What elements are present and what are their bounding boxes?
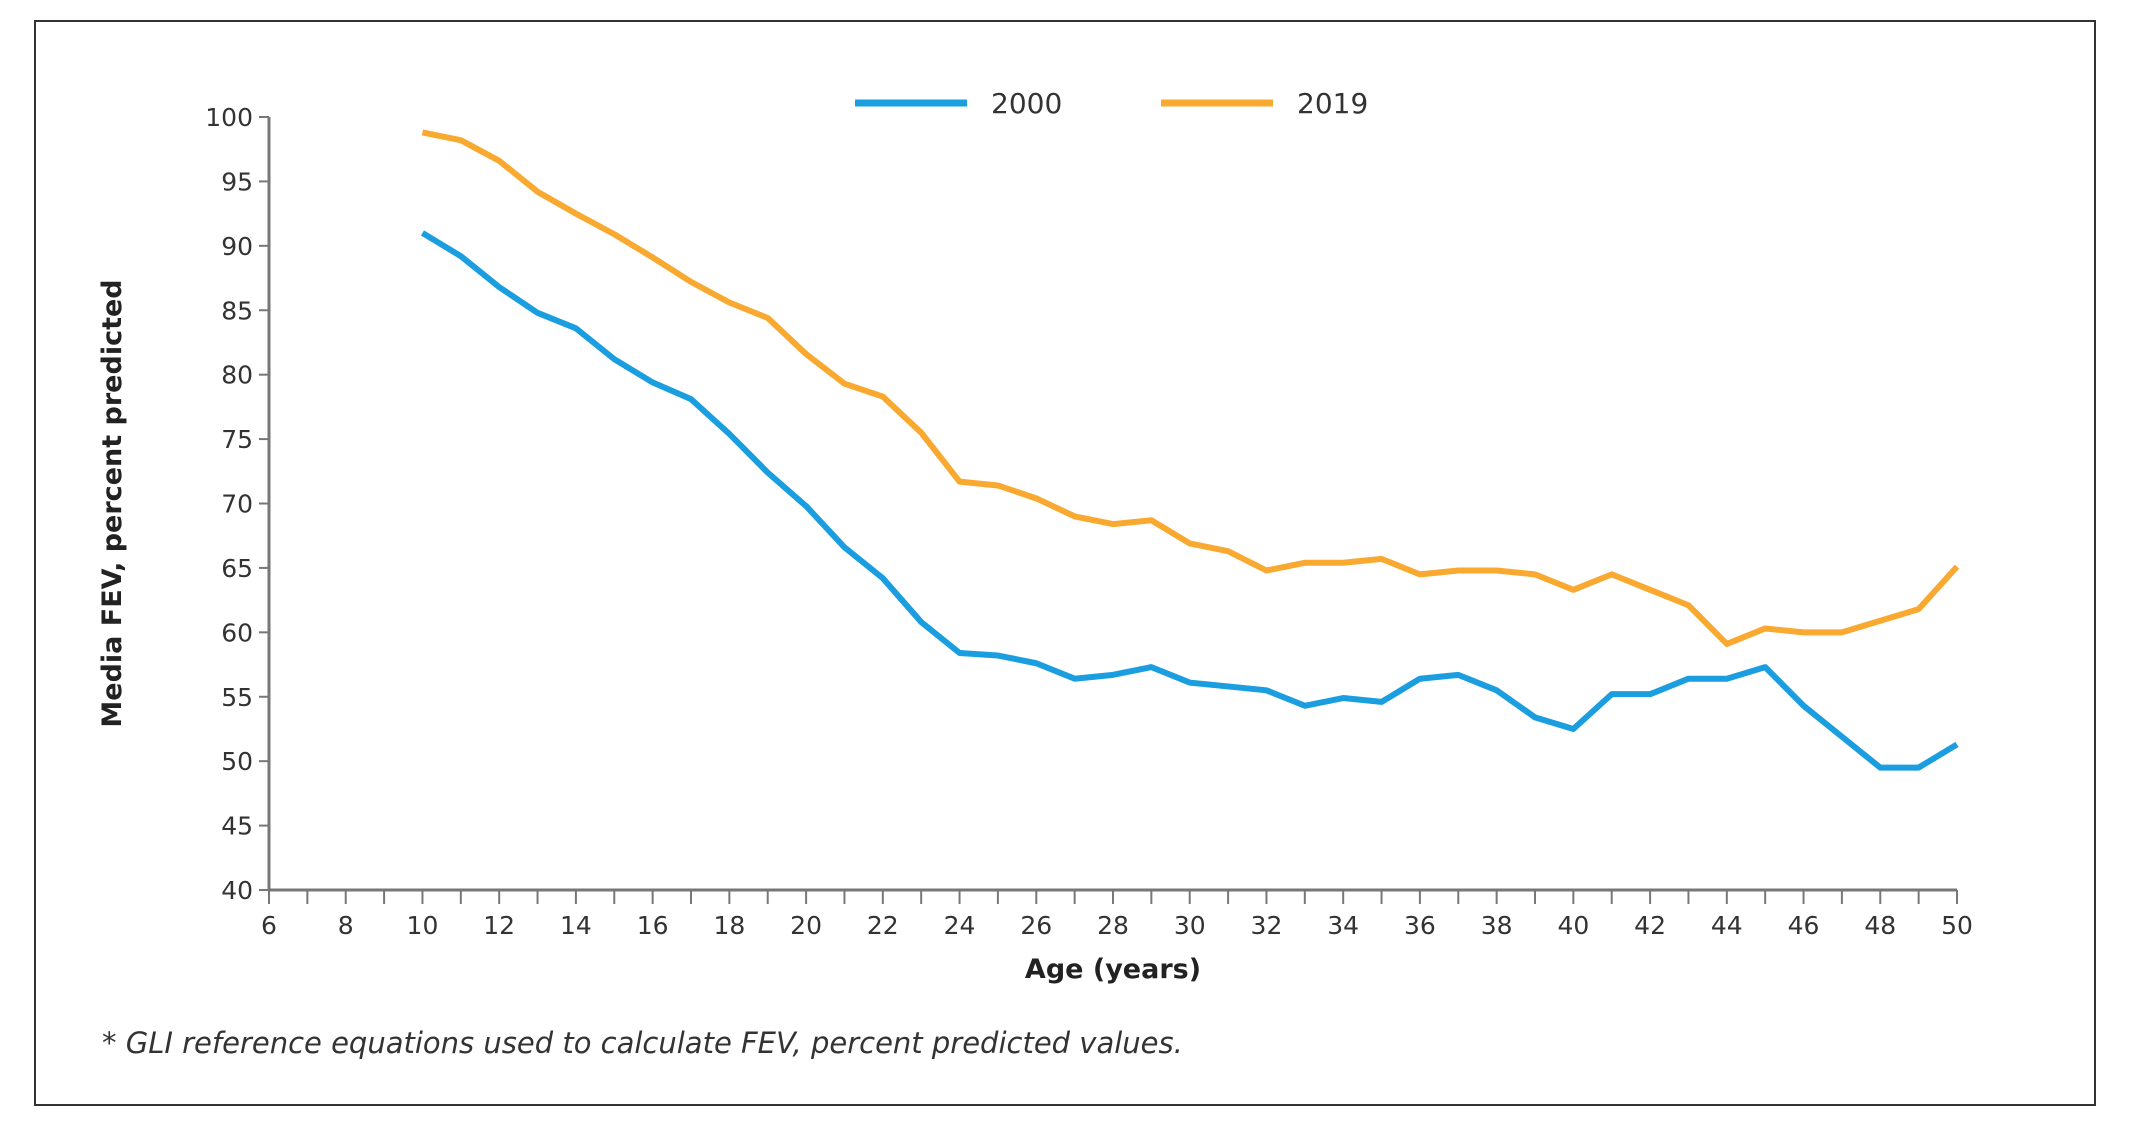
x-tick-label: 34	[1327, 911, 1359, 940]
series-line-2019	[421, 129, 1960, 647]
x-tick-label: 18	[713, 911, 745, 940]
x-tick-label: 36	[1404, 911, 1436, 940]
y-tick-label: 50	[221, 747, 253, 776]
x-tick-label: 20	[790, 911, 822, 940]
footnote: * GLI reference equations used to calcul…	[102, 1026, 1183, 1060]
x-tick-label: 46	[1788, 911, 1820, 940]
x-tick-label: 10	[407, 911, 439, 940]
x-tick-label: 30	[1174, 911, 1206, 940]
x-axis-label: Age (years)	[1025, 954, 1201, 985]
x-tick-label: 26	[1020, 911, 1052, 940]
y-axis-label: Media FEV, percent predicted	[97, 279, 128, 727]
legend-label-2000: 2000	[991, 87, 1062, 120]
y-tick-label: 65	[221, 554, 253, 583]
x-tick-label: 22	[867, 911, 899, 940]
x-tick-label: 48	[1864, 911, 1896, 940]
y-tick-label: 100	[205, 103, 253, 132]
y-tick-label: 90	[221, 232, 253, 261]
x-tick-label: 40	[1557, 911, 1589, 940]
x-tick-label: 38	[1481, 911, 1513, 940]
y-tick-label: 70	[221, 490, 253, 519]
x-tick-label: 44	[1711, 911, 1743, 940]
x-tick-label: 24	[944, 911, 976, 940]
y-tick-label: 80	[221, 361, 253, 390]
y-tick-label: 55	[221, 683, 253, 712]
x-tick-label: 8	[338, 911, 354, 940]
y-tick-label: 40	[221, 876, 253, 905]
x-tick-label: 42	[1634, 911, 1666, 940]
x-tick-label: 14	[560, 911, 592, 940]
y-tick-label: 95	[221, 167, 253, 196]
y-tick-label: 45	[221, 812, 253, 841]
x-tick-label: 12	[483, 911, 515, 940]
y-tick-label: 60	[221, 618, 253, 647]
y-tick-label: 75	[221, 425, 253, 454]
chart-frame	[34, 20, 2096, 1106]
x-tick-label: 28	[1097, 911, 1129, 940]
x-tick-label: 32	[1251, 911, 1283, 940]
series-line-2000	[420, 230, 1959, 771]
x-tick-label: 50	[1941, 911, 1973, 940]
x-tick-label: 16	[637, 911, 669, 940]
y-tick-label: 85	[221, 296, 253, 325]
legend-label-2019: 2019	[1297, 87, 1368, 120]
x-tick-label: 6	[261, 911, 277, 940]
